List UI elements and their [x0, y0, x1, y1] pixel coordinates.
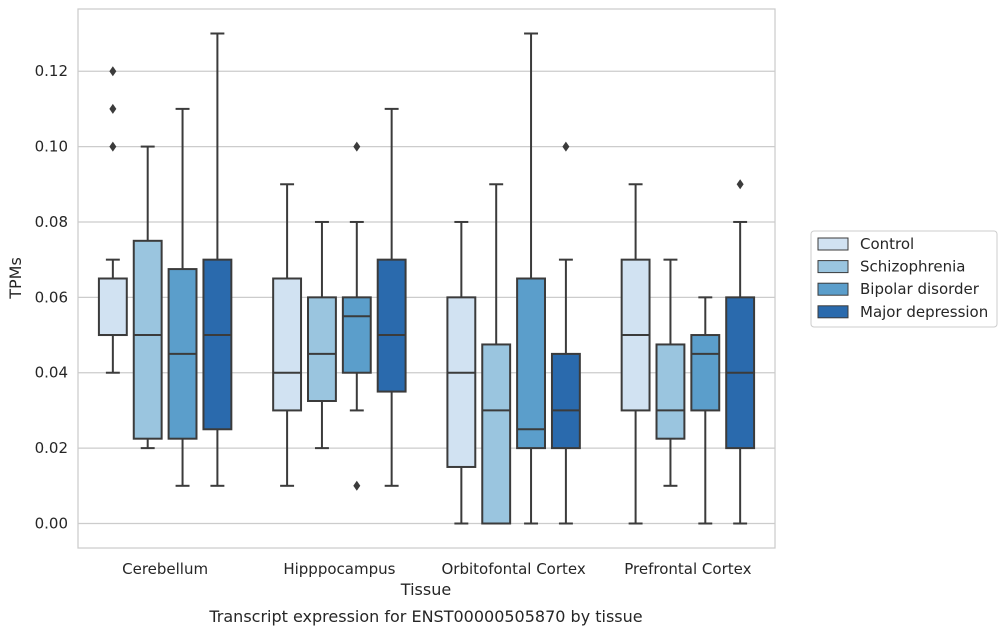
legend-label: Schizophrenia	[860, 258, 965, 276]
legend-label: Control	[860, 235, 914, 253]
outlier-point	[736, 179, 744, 190]
box	[516, 277, 546, 450]
y-tick-label: 0.10	[35, 138, 68, 156]
box-plot	[550, 141, 581, 525]
outlier-point	[109, 141, 117, 152]
legend-swatch	[817, 260, 849, 274]
box	[341, 296, 372, 374]
legend-swatch	[817, 282, 849, 296]
box-plot	[655, 258, 686, 487]
chart-caption: Transcript expression for ENST0000050587…	[208, 607, 642, 626]
legend: Control Schizophrenia Bipolar disorder Majo…	[810, 230, 998, 328]
x-axis-label: Tissue	[400, 580, 451, 599]
legend-swatch	[817, 305, 849, 319]
box-plot	[620, 183, 651, 525]
box-plot	[167, 107, 198, 487]
box	[307, 296, 337, 403]
x-tick-label: Cerebellum	[122, 560, 208, 578]
box	[272, 277, 303, 412]
legend-swatch	[817, 237, 849, 251]
box-plot	[376, 107, 407, 487]
y-tick-label: 0.08	[35, 213, 68, 231]
x-tick-label: Hipppocampus	[283, 560, 395, 578]
legend-frame	[810, 230, 998, 328]
box	[446, 296, 477, 468]
box	[550, 352, 581, 450]
box-plot	[272, 183, 303, 487]
y-tick-label: 0.00	[35, 515, 68, 533]
y-tick-labels: 0.00 0.02 0.04 0.06 0.08 0.10 0.12	[35, 62, 68, 532]
box	[202, 258, 233, 431]
legend-label: Bipolar disorder	[860, 280, 980, 298]
y-tick-label: 0.12	[35, 62, 68, 80]
box-plot	[446, 220, 477, 525]
outlier-point	[109, 103, 117, 114]
outlier-point	[109, 66, 117, 77]
legend-label: Major depression	[860, 303, 988, 321]
box-plot	[481, 183, 512, 525]
box-plot	[132, 145, 163, 450]
y-tick-label: 0.06	[35, 288, 68, 306]
outlier-point	[353, 141, 361, 152]
box	[655, 343, 686, 440]
outlier-point	[353, 480, 361, 491]
box-plot	[690, 296, 721, 525]
plot-frame	[77, 8, 776, 549]
box	[97, 277, 128, 337]
box	[481, 343, 512, 525]
y-axis-label: TPMs	[6, 257, 25, 300]
box-plot	[97, 66, 128, 374]
box-plot	[202, 32, 233, 487]
x-tick-label: Orbitofontal Cortex	[442, 560, 586, 578]
y-tick-label: 0.02	[35, 439, 68, 457]
x-tick-label: Prefrontal Cortex	[624, 560, 751, 578]
box-plot	[725, 179, 756, 525]
outlier-point	[562, 141, 570, 152]
box-groups	[97, 32, 756, 525]
box	[690, 334, 721, 412]
y-tick-label: 0.04	[35, 364, 68, 382]
x-tick-labels: Cerebellum Hipppocampus Orbitofontal Corte…	[122, 560, 751, 578]
box-plot	[516, 32, 546, 525]
box	[132, 239, 163, 440]
box-plot	[341, 141, 372, 491]
box-plot	[307, 220, 337, 450]
box	[376, 258, 407, 393]
